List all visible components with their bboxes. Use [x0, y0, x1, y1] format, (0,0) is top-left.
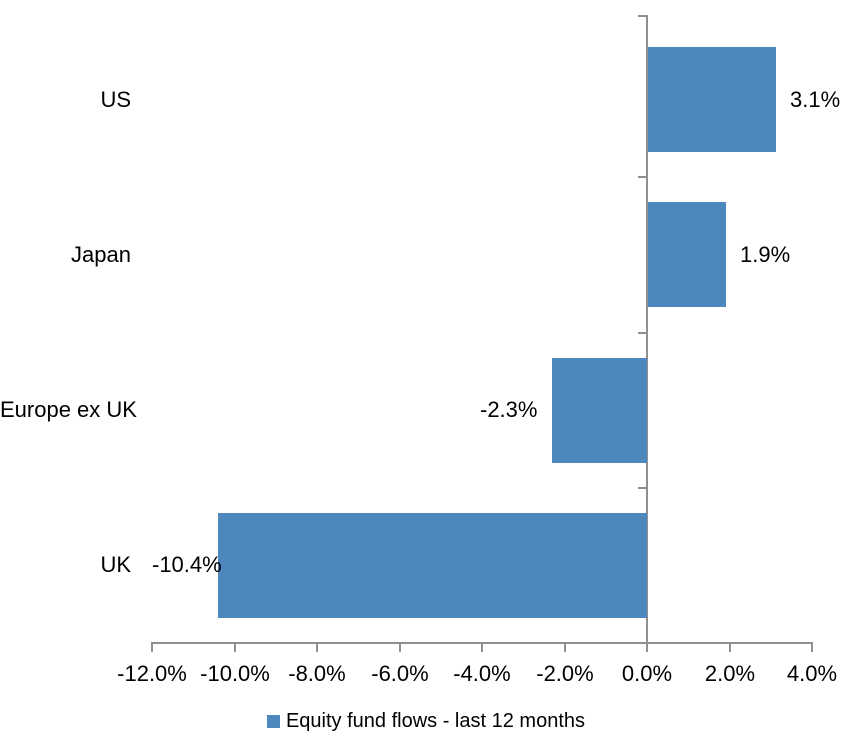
x-axis-tick-label: 0.0% — [621, 661, 673, 686]
x-axis-tick — [151, 642, 153, 652]
x-axis-tick-label: -8.0% — [288, 661, 346, 686]
bar — [218, 513, 647, 618]
x-axis-tick — [646, 642, 648, 652]
x-axis-tick-label: 4.0% — [786, 661, 838, 686]
legend: Equity fund flows - last 12 months — [0, 707, 852, 735]
x-axis-tick-label: -12.0% — [117, 661, 187, 686]
x-axis-tick-label: 2.0% — [704, 661, 756, 686]
x-axis-tick — [564, 642, 566, 652]
category-label: US — [100, 87, 131, 112]
y-axis-zero-line — [646, 15, 648, 643]
value-label: -10.4% — [152, 552, 222, 577]
x-axis-tick-label: -2.0% — [536, 661, 594, 686]
x-axis-tick — [316, 642, 318, 652]
category-label: UK — [100, 552, 131, 577]
x-axis-tick-label: -6.0% — [371, 661, 429, 686]
x-axis-tick-label: -10.0% — [200, 661, 270, 686]
legend-swatch — [266, 714, 280, 728]
category-boundary-tick — [638, 176, 647, 178]
bar — [648, 202, 726, 307]
x-axis-tick — [234, 642, 236, 652]
x-axis-tick — [481, 642, 483, 652]
category-label: Europe ex UK — [0, 397, 137, 422]
x-axis-tick-label: -4.0% — [453, 661, 511, 686]
bar — [552, 358, 647, 463]
x-axis-tick — [399, 642, 401, 652]
value-label: -2.3% — [480, 397, 538, 422]
category-boundary-tick — [638, 487, 647, 489]
x-axis-tick — [811, 642, 813, 652]
bar — [648, 47, 776, 152]
category-boundary-tick — [638, 332, 647, 334]
value-label: 3.1% — [790, 87, 841, 112]
legend-label: Equity fund flows - last 12 months — [285, 709, 586, 732]
value-label: 1.9% — [740, 242, 791, 267]
category-label: Japan — [71, 242, 131, 267]
x-axis-tick — [729, 642, 731, 652]
category-boundary-tick — [638, 15, 647, 17]
